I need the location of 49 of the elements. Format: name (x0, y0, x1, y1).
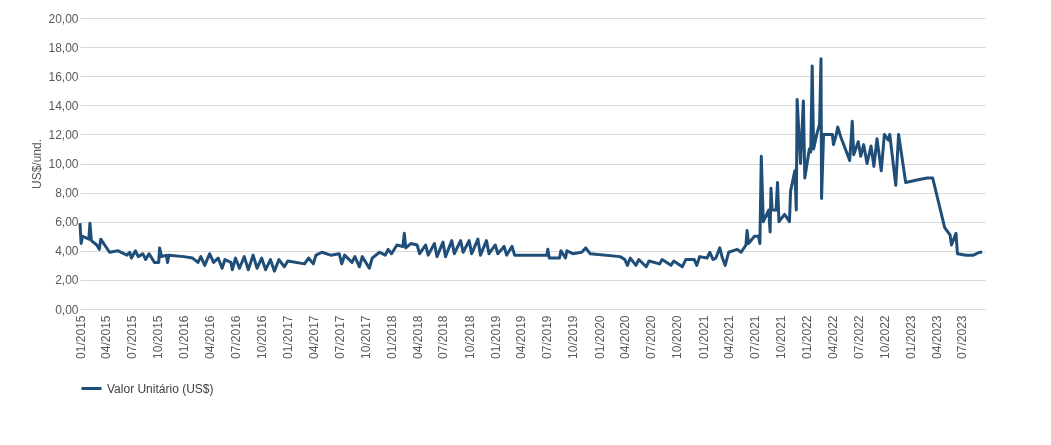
x-tick-label: 04/2016 (203, 315, 218, 359)
x-tick-label: 10/2017 (358, 315, 373, 359)
x-tick-label: 07/2017 (332, 315, 347, 359)
x-tick-label: 07/2020 (644, 315, 659, 359)
x-tick-label: 07/2022 (851, 315, 866, 359)
x-tick-label: 04/2015 (99, 315, 114, 359)
x-tick-label: 04/2021 (722, 315, 737, 359)
x-tick-label: 04/2023 (929, 315, 944, 359)
y-tick-label: 20,00 (48, 11, 79, 26)
x-tick-label: 07/2023 (955, 315, 970, 359)
x-tick-label: 07/2018 (436, 315, 451, 359)
x-tick-label: 04/2022 (825, 315, 840, 359)
x-tick-label: 01/2015 (73, 315, 88, 359)
x-tick-label: 01/2019 (488, 315, 503, 359)
x-tick-label: 04/2019 (514, 315, 529, 359)
x-tick-label: 10/2019 (566, 315, 581, 359)
x-tick-label: 10/2020 (670, 315, 685, 359)
y-tick-label: 16,00 (48, 69, 79, 84)
x-tick-label: 07/2021 (747, 315, 762, 359)
x-tick-label: 10/2018 (462, 315, 477, 359)
x-tick-label: 07/2015 (124, 315, 139, 359)
x-tick-label: 01/2022 (800, 315, 815, 359)
x-tick-label: 07/2019 (540, 315, 555, 359)
x-tick-label: 10/2021 (774, 315, 789, 359)
x-tick-label: 01/2020 (592, 315, 607, 359)
y-tick-label: 12,00 (48, 127, 79, 142)
y-tick-label: 4,00 (55, 244, 79, 259)
x-tick-label: 01/2016 (177, 315, 192, 359)
x-tick-label: 04/2020 (618, 315, 633, 359)
line-series (78, 57, 984, 273)
x-tick-label: 04/2017 (306, 315, 321, 359)
x-tick-label: 07/2016 (228, 315, 243, 359)
x-tick-label: 01/2017 (281, 315, 296, 359)
x-tick-label: 10/2016 (255, 315, 270, 359)
y-tick-label: 18,00 (48, 40, 79, 55)
y-tick-label: 0,00 (55, 302, 79, 317)
y-tick-label: 10,00 (48, 157, 79, 171)
legend-label: Valor Unitário (US$) (107, 381, 214, 396)
y-tick-label: 8,00 (55, 186, 79, 201)
x-tick-label: 01/2021 (696, 315, 711, 359)
x-tick-label: 10/2022 (877, 315, 892, 359)
x-tick-label: 04/2018 (410, 315, 425, 359)
x-tick-label: 01/2018 (385, 315, 400, 359)
y-tick-label: 2,00 (55, 273, 79, 288)
y-tick-label: 14,00 (48, 98, 79, 113)
y-axis-title: US$/und. (30, 138, 45, 190)
x-tick-label: 10/2015 (151, 315, 166, 359)
y-tick-label: 6,00 (55, 215, 79, 230)
x-tick-label: 01/2023 (904, 315, 919, 359)
